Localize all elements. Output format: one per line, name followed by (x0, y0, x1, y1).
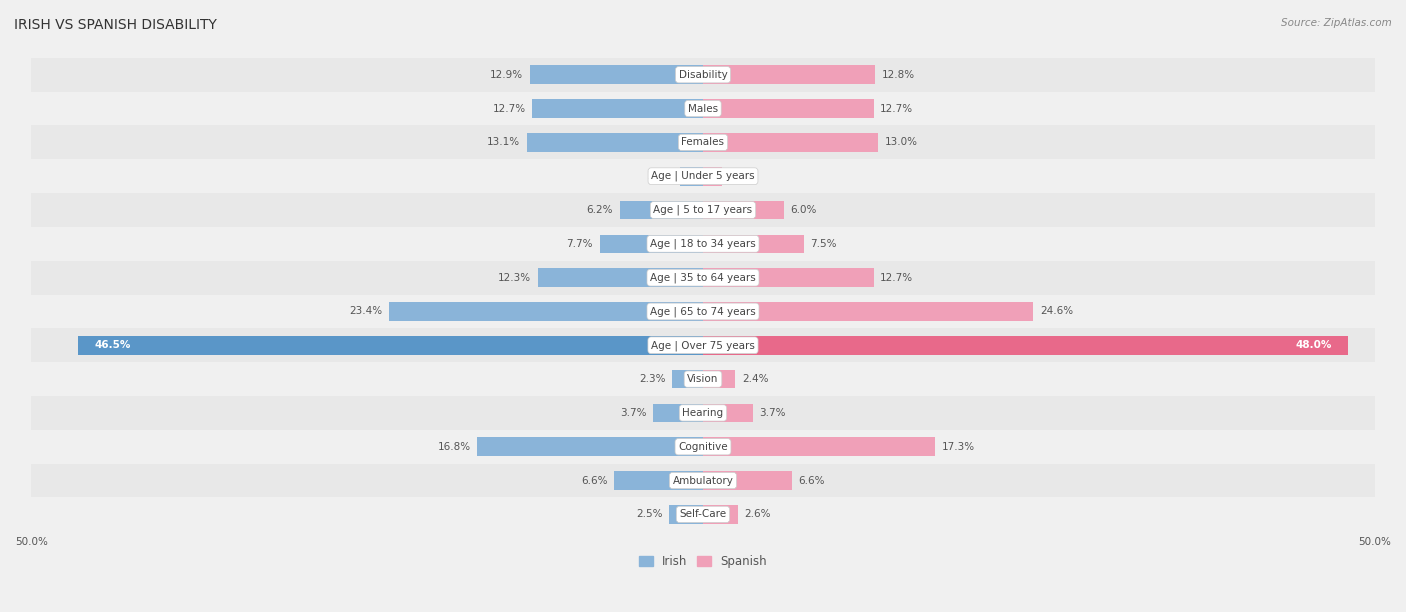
Bar (31, 261, 1375, 294)
Text: Age | Over 75 years: Age | Over 75 years (651, 340, 755, 351)
Text: IRISH VS SPANISH DISABILITY: IRISH VS SPANISH DISABILITY (14, 18, 217, 32)
Text: 23.4%: 23.4% (349, 307, 382, 316)
Text: 6.6%: 6.6% (581, 476, 607, 485)
Text: Females: Females (682, 137, 724, 147)
Text: 1.4%: 1.4% (728, 171, 755, 181)
Bar (79, 336, 703, 354)
Text: 2.5%: 2.5% (636, 509, 662, 520)
Text: 6.6%: 6.6% (799, 476, 825, 485)
Text: Cognitive: Cognitive (678, 442, 728, 452)
Bar (703, 65, 875, 84)
Bar (703, 370, 735, 389)
Bar (703, 234, 804, 253)
Text: 3.7%: 3.7% (759, 408, 786, 418)
Text: 46.5%: 46.5% (94, 340, 131, 350)
Bar (703, 302, 1033, 321)
Text: 3.7%: 3.7% (620, 408, 647, 418)
Text: 1.7%: 1.7% (647, 171, 673, 181)
Text: 48.0%: 48.0% (1295, 340, 1331, 350)
Text: Males: Males (688, 103, 718, 114)
Bar (530, 65, 703, 84)
Bar (31, 294, 1375, 329)
Bar (703, 167, 721, 185)
Bar (703, 336, 1348, 354)
Bar (31, 396, 1375, 430)
Bar (620, 201, 703, 219)
Bar (31, 430, 1375, 464)
Bar (703, 133, 877, 152)
Text: Age | 65 to 74 years: Age | 65 to 74 years (650, 306, 756, 317)
Bar (669, 505, 703, 524)
Text: Source: ZipAtlas.com: Source: ZipAtlas.com (1281, 18, 1392, 28)
Text: 12.7%: 12.7% (880, 273, 914, 283)
Bar (31, 329, 1375, 362)
Bar (703, 268, 873, 287)
Text: 12.3%: 12.3% (498, 273, 531, 283)
Bar (703, 471, 792, 490)
Text: 12.7%: 12.7% (880, 103, 914, 114)
Text: Self-Care: Self-Care (679, 509, 727, 520)
Text: 6.0%: 6.0% (790, 205, 817, 215)
Bar (672, 370, 703, 389)
Bar (388, 302, 703, 321)
Text: Disability: Disability (679, 70, 727, 80)
Bar (31, 125, 1375, 159)
Bar (599, 234, 703, 253)
Text: 12.9%: 12.9% (489, 70, 523, 80)
Text: Hearing: Hearing (682, 408, 724, 418)
Bar (31, 498, 1375, 531)
Text: 24.6%: 24.6% (1040, 307, 1073, 316)
Bar (654, 404, 703, 422)
Text: 12.8%: 12.8% (882, 70, 915, 80)
Text: 13.0%: 13.0% (884, 137, 917, 147)
Bar (31, 362, 1375, 396)
Text: 12.7%: 12.7% (492, 103, 526, 114)
Text: Vision: Vision (688, 374, 718, 384)
Bar (703, 201, 783, 219)
Text: 2.6%: 2.6% (745, 509, 770, 520)
Bar (703, 99, 873, 118)
Legend: Irish, Spanish: Irish, Spanish (634, 550, 772, 573)
Bar (681, 167, 703, 185)
Bar (31, 92, 1375, 125)
Bar (703, 438, 935, 456)
Text: Age | 5 to 17 years: Age | 5 to 17 years (654, 205, 752, 215)
Bar (31, 159, 1375, 193)
Text: Age | Under 5 years: Age | Under 5 years (651, 171, 755, 181)
Text: 2.3%: 2.3% (638, 374, 665, 384)
Text: 7.7%: 7.7% (567, 239, 593, 249)
Text: 7.5%: 7.5% (810, 239, 837, 249)
Text: Ambulatory: Ambulatory (672, 476, 734, 485)
Bar (703, 404, 752, 422)
Bar (31, 464, 1375, 498)
Text: 6.2%: 6.2% (586, 205, 613, 215)
Bar (614, 471, 703, 490)
Bar (31, 227, 1375, 261)
Bar (527, 133, 703, 152)
Bar (533, 99, 703, 118)
Text: 13.1%: 13.1% (488, 137, 520, 147)
Bar (538, 268, 703, 287)
Bar (703, 505, 738, 524)
Text: 2.4%: 2.4% (742, 374, 769, 384)
Text: 16.8%: 16.8% (437, 442, 471, 452)
Bar (478, 438, 703, 456)
Text: Age | 18 to 34 years: Age | 18 to 34 years (650, 239, 756, 249)
Text: Age | 35 to 64 years: Age | 35 to 64 years (650, 272, 756, 283)
Text: 17.3%: 17.3% (942, 442, 976, 452)
Bar (31, 193, 1375, 227)
Bar (31, 58, 1375, 92)
